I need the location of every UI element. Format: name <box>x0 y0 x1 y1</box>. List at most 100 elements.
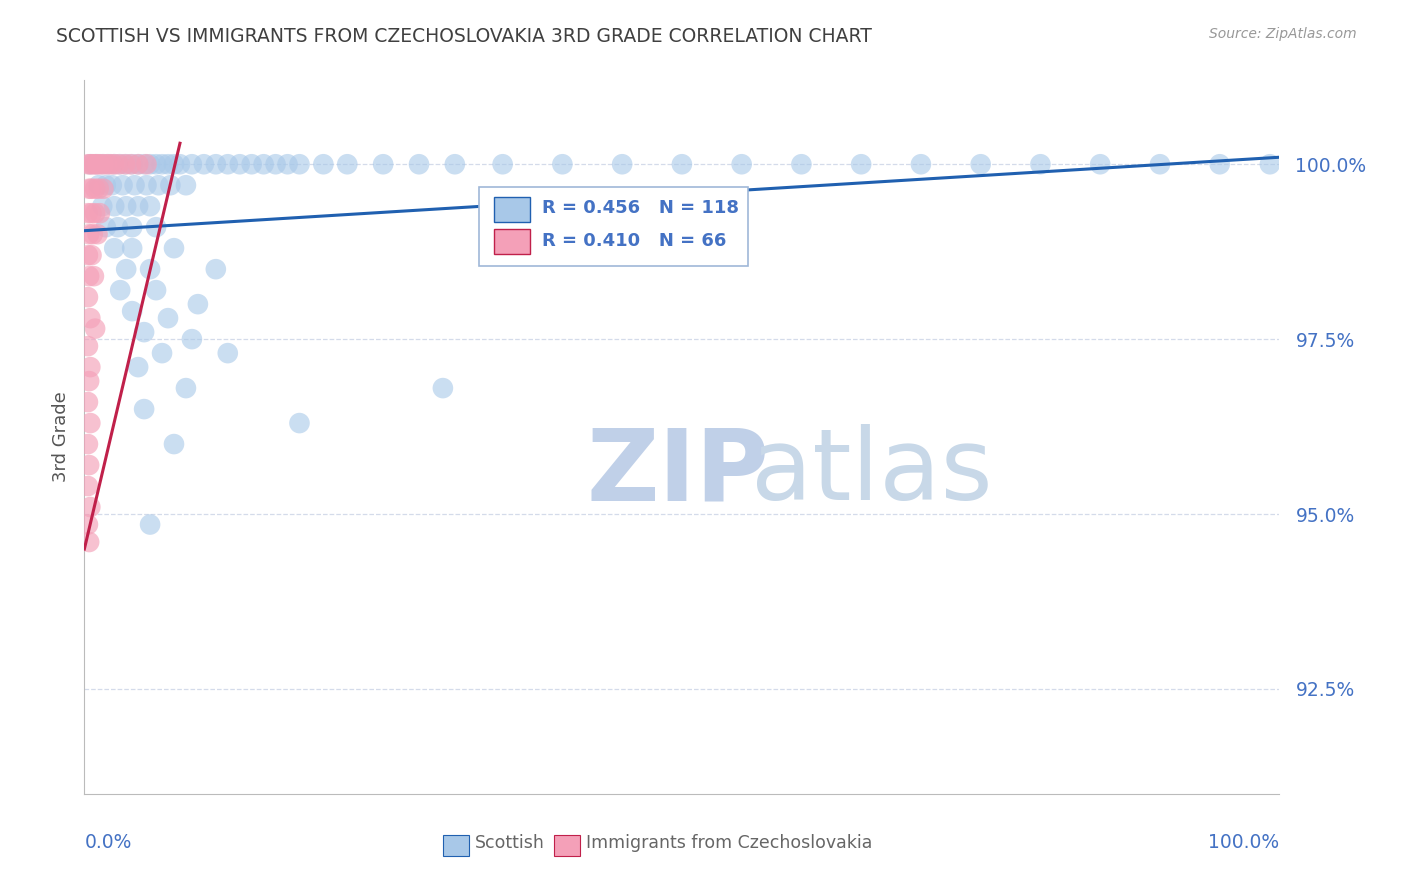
Point <box>790 157 813 171</box>
Point <box>94 178 117 193</box>
Point <box>87 178 110 193</box>
Point <box>100 157 122 171</box>
Text: Scottish: Scottish <box>475 834 546 852</box>
Point <box>1258 157 1281 171</box>
Point <box>163 241 186 255</box>
Point <box>145 283 167 297</box>
Point <box>115 199 138 213</box>
Point <box>139 517 162 532</box>
Point <box>86 157 108 171</box>
Text: atlas: atlas <box>751 425 993 521</box>
Point <box>132 325 156 339</box>
Point <box>111 178 134 193</box>
Point <box>103 199 125 213</box>
Point <box>127 360 149 375</box>
Point <box>93 157 115 171</box>
Point <box>135 178 157 193</box>
Point <box>115 157 138 171</box>
Point <box>103 157 125 171</box>
Point <box>79 157 101 171</box>
Point <box>82 157 104 171</box>
Point <box>132 402 156 417</box>
Point <box>277 157 299 171</box>
Point <box>1029 157 1052 171</box>
Point <box>87 182 110 196</box>
Point <box>97 157 120 171</box>
Point <box>83 269 105 284</box>
Point <box>79 416 101 430</box>
Point <box>205 157 228 171</box>
Point <box>79 157 101 171</box>
Point <box>181 332 204 346</box>
Y-axis label: 3rd Grade: 3rd Grade <box>52 392 70 483</box>
Point <box>205 262 228 277</box>
Point <box>217 346 239 360</box>
Point <box>77 339 100 353</box>
Point <box>93 182 115 196</box>
Point <box>101 178 124 193</box>
Point <box>94 220 117 235</box>
Point <box>84 206 107 220</box>
Point <box>139 262 162 277</box>
Point <box>181 157 204 171</box>
Text: Source: ZipAtlas.com: Source: ZipAtlas.com <box>1209 27 1357 41</box>
Point <box>84 321 107 335</box>
Point <box>253 157 276 171</box>
Point <box>79 360 101 375</box>
Point <box>163 157 186 171</box>
Point <box>444 157 467 171</box>
Text: R = 0.456   N = 118: R = 0.456 N = 118 <box>543 200 740 218</box>
Point <box>229 157 252 171</box>
Point <box>217 157 239 171</box>
Point <box>107 220 129 235</box>
Point <box>139 199 162 213</box>
Point <box>432 381 454 395</box>
Text: 0.0%: 0.0% <box>84 833 132 852</box>
Point <box>77 182 100 196</box>
Point <box>77 479 100 493</box>
Point <box>145 220 167 235</box>
Point <box>91 199 114 213</box>
Text: ZIP: ZIP <box>586 425 769 521</box>
Point <box>84 182 107 196</box>
Point <box>77 290 100 304</box>
Point <box>127 199 149 213</box>
Point <box>89 206 111 220</box>
Point <box>79 500 101 514</box>
Point <box>103 157 125 171</box>
Point <box>86 227 108 242</box>
Point <box>77 517 100 532</box>
Point <box>77 458 100 472</box>
Point <box>77 227 100 242</box>
Text: Immigrants from Czechoslovakia: Immigrants from Czechoslovakia <box>586 834 873 852</box>
Point <box>1090 157 1112 171</box>
Point <box>135 157 157 171</box>
Point <box>120 157 142 171</box>
Point <box>80 206 103 220</box>
Point <box>121 220 143 235</box>
Point <box>77 157 100 171</box>
Point <box>121 157 143 171</box>
Point <box>77 206 100 220</box>
Point <box>851 157 873 171</box>
Point <box>77 269 100 284</box>
Point <box>551 157 574 171</box>
Text: R = 0.410   N = 66: R = 0.410 N = 66 <box>543 232 727 251</box>
Point <box>1209 157 1232 171</box>
Bar <box>443 835 470 856</box>
Point <box>148 178 170 193</box>
Point <box>79 311 101 326</box>
Point <box>80 182 103 196</box>
Point <box>77 374 100 388</box>
Point <box>77 437 100 451</box>
Point <box>193 157 215 171</box>
Point <box>336 157 359 171</box>
FancyBboxPatch shape <box>479 187 748 266</box>
Point <box>731 157 754 171</box>
Point <box>157 157 180 171</box>
Point <box>124 178 146 193</box>
Point <box>150 157 173 171</box>
Point <box>132 157 156 171</box>
Point <box>671 157 693 171</box>
Point <box>115 262 138 277</box>
